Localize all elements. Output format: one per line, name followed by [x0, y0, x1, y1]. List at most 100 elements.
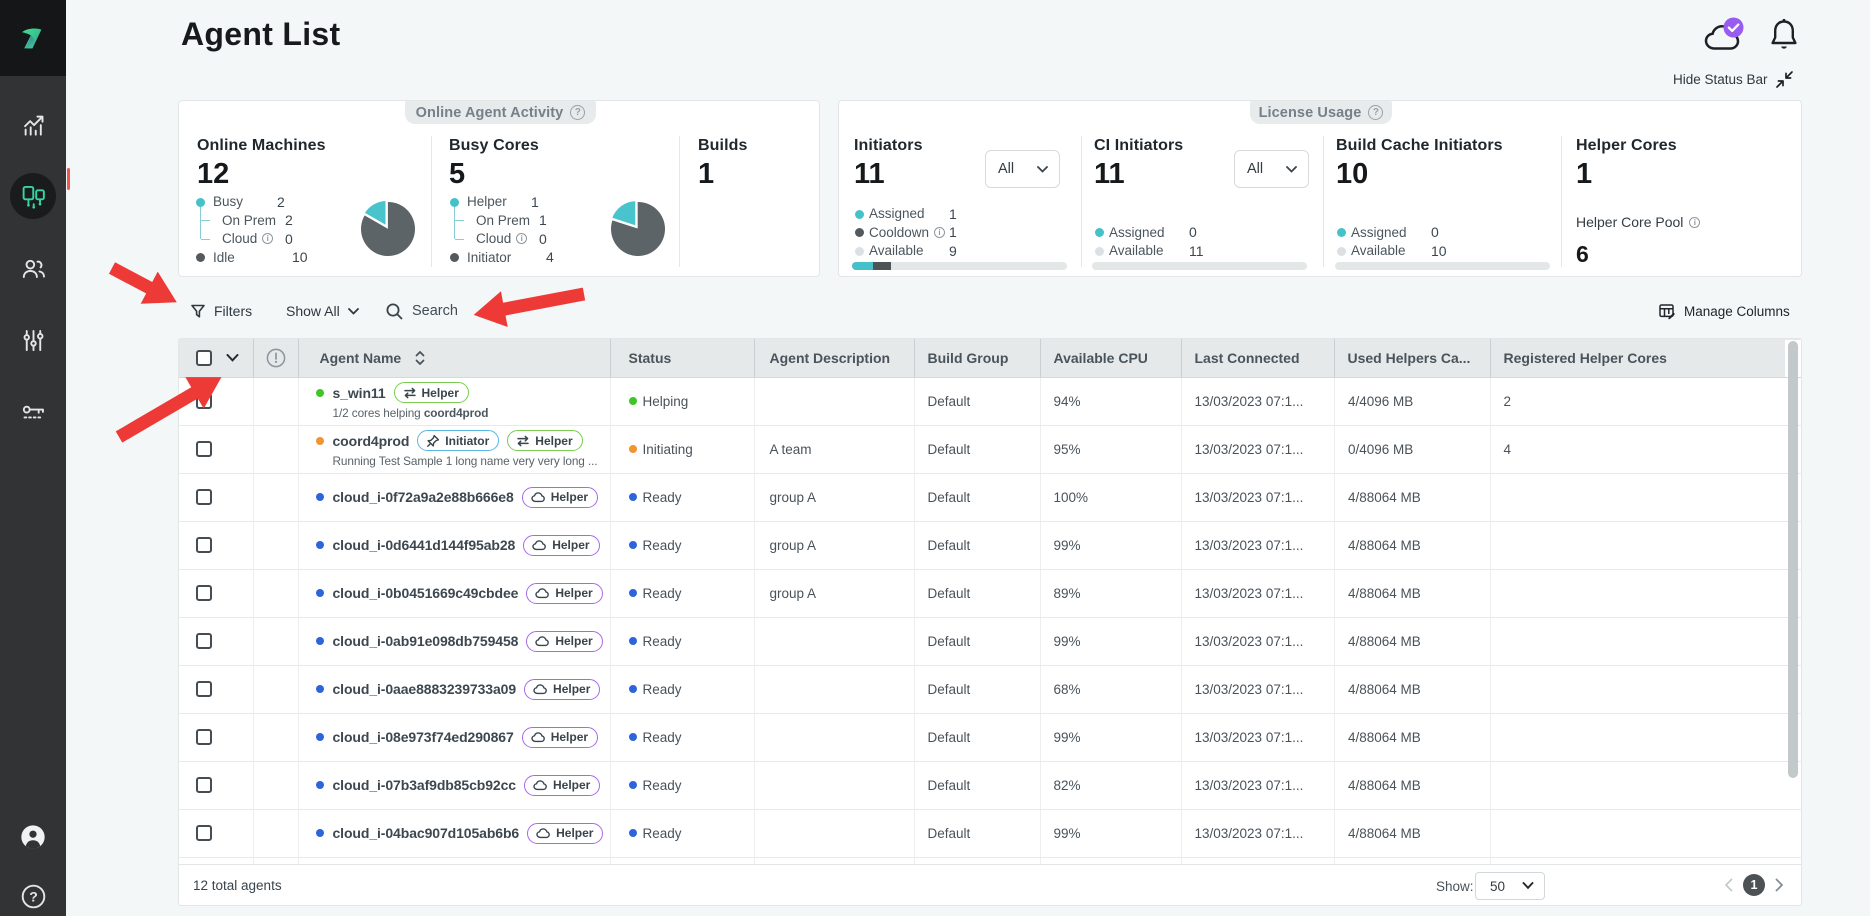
- column-header-agent-name[interactable]: Agent Name: [319, 349, 402, 366]
- status-label: Ready: [642, 825, 682, 841]
- cloudhelper-badge: Helper: [526, 630, 603, 652]
- legend-label: Helper: [467, 194, 507, 209]
- blue-status-dot: [628, 541, 637, 549]
- info-icon[interactable]: i: [934, 226, 946, 238]
- cell-last-connected: 13/03/2023 07:1...: [1181, 665, 1335, 714]
- activity-help-icon[interactable]: ?: [570, 105, 586, 120]
- builds-title: Builds: [698, 137, 748, 154]
- page-size-select[interactable]: 50: [1475, 872, 1545, 900]
- table-scrollbar[interactable]: [1788, 341, 1798, 778]
- agent-name[interactable]: cloud_i-0b0451669c49cbdee: [332, 585, 519, 601]
- column-header-status[interactable]: Status: [628, 349, 672, 366]
- teal-dot: [855, 209, 864, 219]
- ci-initiators-filter-dropdown[interactable]: All: [1234, 150, 1309, 188]
- column-header-last-connected[interactable]: Last Connected: [1194, 349, 1300, 366]
- sidebar-item-licenses[interactable]: [0, 388, 66, 436]
- info-icon[interactable]: i: [1689, 216, 1701, 228]
- select-menu-chevron-icon[interactable]: [226, 353, 239, 362]
- swap-icon: [517, 435, 530, 446]
- sidebar-item-users[interactable]: [0, 244, 66, 292]
- legend-label: Idle: [213, 249, 235, 265]
- table-header-row: Agent Name Status Agent Description Buil…: [179, 339, 1801, 378]
- cell-last-connected: 13/03/2023 07:1...: [1181, 473, 1335, 522]
- total-agents-label: 12 total agents: [193, 878, 282, 893]
- blue-status-dot: [628, 685, 637, 693]
- legend-row-initiator: Initiator 4: [450, 248, 580, 266]
- agent-name[interactable]: coord4prod: [332, 432, 410, 449]
- cell-last-connected: 13/03/2023 07:1...: [1181, 521, 1335, 570]
- agent-name[interactable]: s_win11: [332, 384, 386, 401]
- sidebar-item-agents[interactable]: [0, 172, 66, 220]
- sort-icon[interactable]: [414, 350, 426, 366]
- legend-label: Cloud i: [476, 231, 528, 246]
- previous-page-icon[interactable]: [1724, 878, 1733, 892]
- legend-value: 1: [949, 205, 957, 222]
- cell-description: [754, 761, 915, 810]
- app-logo[interactable]: [0, 0, 66, 76]
- cell-registered-cores: 2: [1490, 377, 1801, 426]
- agent-name[interactable]: cloud_i-07b3af9db85cb92cc: [332, 777, 517, 793]
- cell-cpu: 99%: [1040, 521, 1182, 570]
- badge-label: Initiator: [445, 433, 490, 448]
- cell-cpu: 94%: [1040, 377, 1182, 426]
- blue-agent-dot: [315, 541, 324, 549]
- ci-initiators-usage-bar: [1092, 262, 1307, 270]
- page-title: Agent List: [181, 16, 341, 52]
- row-checkbox[interactable]: [196, 825, 212, 841]
- arrow-to-search: [473, 287, 586, 327]
- row-checkbox[interactable]: [196, 633, 212, 649]
- users-icon: [22, 259, 45, 278]
- divider: [1081, 136, 1082, 267]
- cell-cpu: 100%: [1040, 473, 1182, 522]
- column-header-cpu[interactable]: Available CPU: [1053, 349, 1148, 366]
- legend-label: On Prem: [476, 212, 531, 228]
- column-header-used-helpers[interactable]: Used Helpers Ca...: [1347, 349, 1471, 366]
- manage-columns-button[interactable]: Manage Columns: [1658, 298, 1790, 324]
- agent-name[interactable]: cloud_i-0d6441d144f95ab28: [332, 537, 516, 553]
- current-page-indicator[interactable]: 1: [1743, 874, 1765, 896]
- sidebar-item-analytics[interactable]: [0, 100, 66, 148]
- cell-description: A team: [754, 425, 915, 474]
- sidebar-item-help[interactable]: ?: [0, 872, 66, 916]
- row-checkbox[interactable]: [196, 393, 212, 409]
- filters-button[interactable]: Filters: [190, 298, 252, 324]
- row-checkbox[interactable]: [196, 777, 212, 793]
- cloud-status-button[interactable]: [1700, 15, 1746, 55]
- info-icon[interactable]: i: [516, 233, 528, 244]
- column-header-description[interactable]: Agent Description: [769, 349, 891, 366]
- legend-row-cloud: Cloud i 0: [450, 230, 580, 248]
- agent-name[interactable]: cloud_i-0aae8883239733a09: [332, 681, 517, 697]
- column-header-build-group[interactable]: Build Group: [927, 349, 1009, 366]
- status-label: Helping: [642, 393, 689, 409]
- row-checkbox[interactable]: [196, 585, 212, 601]
- initiators-filter-dropdown[interactable]: All: [985, 150, 1060, 188]
- sidebar-item-profile[interactable]: [0, 813, 66, 861]
- sidebar-item-settings[interactable]: [0, 316, 66, 364]
- chevron-down-icon: [1037, 165, 1048, 173]
- notifications-button[interactable]: [1768, 17, 1800, 53]
- row-checkbox[interactable]: [196, 441, 212, 457]
- search-button[interactable]: Search: [385, 298, 458, 324]
- row-checkbox[interactable]: [196, 681, 212, 697]
- agent-name[interactable]: cloud_i-0ab91e098db759458: [332, 633, 519, 649]
- agent-name[interactable]: cloud_i-0f72a9a2e88b666e8: [332, 489, 514, 505]
- arrow-to-filters: [108, 262, 177, 304]
- column-header-registered-cores[interactable]: Registered Helper Cores: [1503, 349, 1667, 366]
- teal-dot: [1095, 228, 1104, 237]
- next-page-icon[interactable]: [1775, 878, 1784, 892]
- row-checkbox[interactable]: [196, 729, 212, 745]
- online-machines-total: 12: [197, 158, 230, 190]
- key-icon: [22, 405, 44, 418]
- cell-used-helpers: 4/88064 MB: [1334, 761, 1491, 810]
- row-checkbox[interactable]: [196, 537, 212, 553]
- row-checkbox[interactable]: [196, 489, 212, 505]
- license-help-icon[interactable]: ?: [1368, 105, 1384, 120]
- select-all-checkbox[interactable]: [196, 349, 212, 366]
- show-all-dropdown[interactable]: Show All: [286, 298, 359, 324]
- status-label: Initiating: [642, 441, 693, 457]
- hide-status-bar-button[interactable]: Hide Status Bar: [1673, 70, 1794, 88]
- info-icon[interactable]: i: [262, 233, 274, 244]
- legend-row-assigned: Assigned 1: [855, 205, 985, 223]
- agent-name[interactable]: cloud_i-08e973f74ed290867: [332, 729, 514, 745]
- agent-name[interactable]: cloud_i-04bac907d105ab6b6: [332, 825, 520, 841]
